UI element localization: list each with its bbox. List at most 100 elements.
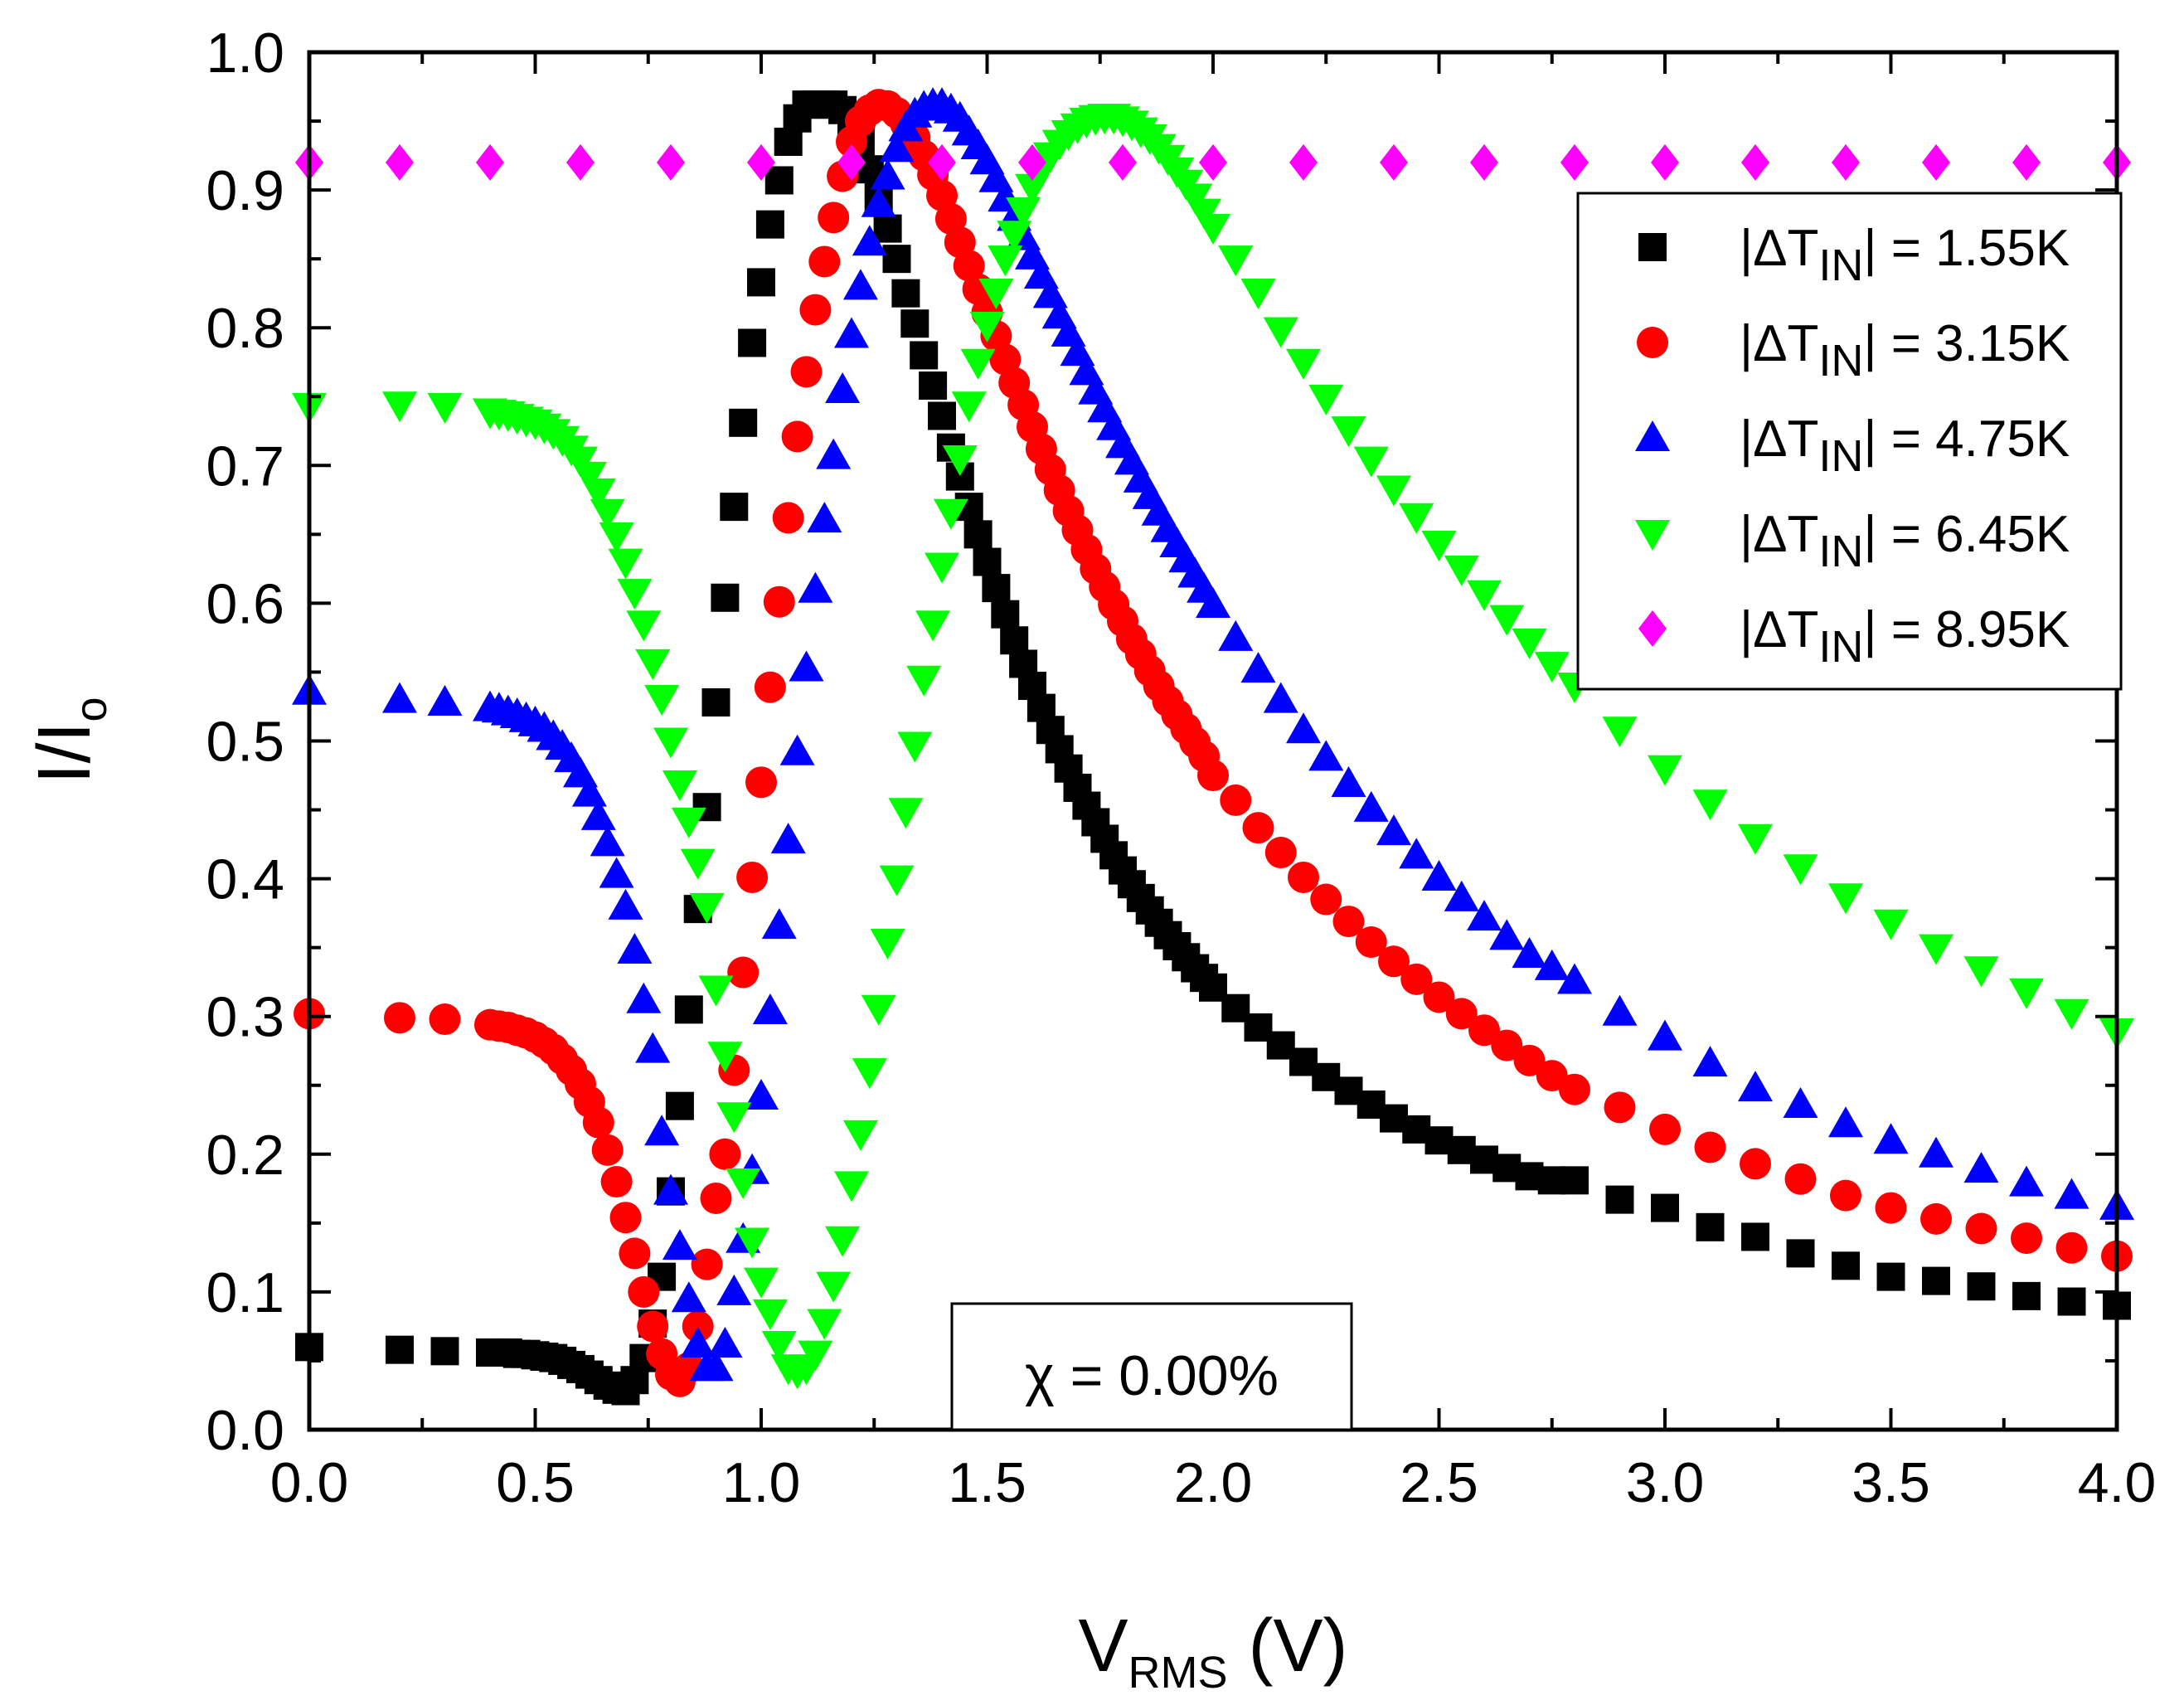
data-point (1648, 755, 1682, 786)
data-point (1286, 712, 1321, 744)
data-point (1560, 1166, 1589, 1195)
data-point (1218, 245, 1254, 277)
data-point (1376, 814, 1411, 846)
data-point (982, 574, 1011, 603)
data-point (942, 444, 978, 476)
data-point (928, 401, 956, 430)
data-point (825, 1226, 861, 1257)
data-point (1289, 143, 1318, 181)
y-axis-label: I/Io (23, 697, 116, 784)
data-point (1536, 1060, 1568, 1092)
data-point (1513, 1044, 1546, 1076)
data-point (628, 1275, 660, 1308)
data-point (707, 1042, 743, 1073)
data-point (1512, 628, 1547, 659)
x-tick-label: 3.0 (1626, 1451, 1705, 1514)
data-point (644, 1115, 680, 1146)
data-point (842, 1120, 878, 1151)
data-point (807, 502, 842, 533)
data-point (1784, 1163, 1817, 1195)
y-tick-label: 0.1 (206, 1261, 284, 1324)
data-point (808, 245, 841, 278)
data-point (781, 420, 813, 453)
data-point (711, 583, 740, 612)
series-3 (292, 87, 2134, 1382)
series-5 (295, 143, 2131, 181)
data-point (816, 438, 852, 469)
data-point (1109, 143, 1137, 181)
data-point (1199, 143, 1227, 181)
data-point (698, 1350, 734, 1382)
data-point (716, 1102, 752, 1134)
data-point (1832, 143, 1860, 181)
data-point (599, 522, 634, 554)
data-point (747, 143, 775, 181)
data-point (1875, 1192, 1907, 1224)
data-point (662, 1229, 697, 1261)
data-point (1378, 945, 1410, 978)
data-point (852, 1058, 887, 1090)
data-point (729, 408, 758, 437)
data-point (744, 1267, 779, 1299)
data-point (988, 245, 1023, 277)
data-point (963, 520, 993, 549)
data-point (1489, 919, 1525, 950)
data-point (1445, 998, 1478, 1030)
data-point (1467, 580, 1502, 611)
legend-entry: |ΔTIN| = 1.55K (1638, 220, 2070, 290)
legend-label: |ΔTIN| = 4.75K (1740, 410, 2070, 481)
data-point (709, 1138, 741, 1170)
data-point (735, 1227, 770, 1259)
data-point (1263, 317, 1298, 348)
data-point (2009, 1165, 2044, 1197)
data-point (566, 143, 595, 181)
data-point (700, 1182, 732, 1214)
data-point (744, 1079, 779, 1110)
data-point (1018, 143, 1046, 181)
data-point (960, 348, 996, 380)
data-point (599, 857, 634, 888)
data-point (897, 731, 933, 763)
data-point (571, 775, 607, 807)
data-point (1400, 963, 1433, 995)
data-point (997, 221, 1032, 252)
x-axis-label: VRMS (V) (1078, 1605, 1347, 1698)
y-tick-label: 0.6 (206, 572, 284, 635)
data-point (933, 498, 968, 530)
data-point (1604, 1091, 1636, 1124)
data-point (600, 1166, 633, 1198)
data-point (720, 493, 749, 522)
data-point (635, 1032, 671, 1063)
data-point (837, 143, 866, 181)
legend-marker (1638, 233, 1667, 261)
x-tick-label: 2.5 (1400, 1451, 1478, 1514)
data-point (1286, 348, 1321, 380)
data-point (707, 1327, 743, 1358)
data-point (1376, 475, 1411, 507)
data-point (807, 1309, 842, 1340)
data-point (1649, 1113, 1681, 1145)
data-point (716, 1274, 752, 1305)
data-point (1240, 652, 1276, 683)
data-point (680, 848, 716, 880)
data-point (1534, 652, 1570, 683)
data-point (1651, 1193, 1679, 1222)
y-tick-label: 0.7 (206, 435, 284, 498)
x-tick-label: 2.0 (1174, 1451, 1253, 1514)
data-point (1196, 213, 1230, 245)
y-tick-label: 0.5 (206, 711, 284, 774)
series-2 (294, 89, 2133, 1397)
data-point (754, 671, 786, 703)
data-point (1560, 143, 1589, 181)
data-point (1353, 446, 1389, 478)
legend-marker (1635, 420, 1670, 451)
series-4 (292, 104, 2134, 1390)
data-point (798, 571, 833, 603)
data-point (571, 461, 607, 493)
data-point (842, 269, 878, 300)
y-tick-label: 0.0 (206, 1399, 284, 1462)
data-point (910, 341, 939, 370)
data-point (1355, 926, 1387, 959)
data-point (951, 391, 987, 423)
data-point (1421, 530, 1457, 561)
